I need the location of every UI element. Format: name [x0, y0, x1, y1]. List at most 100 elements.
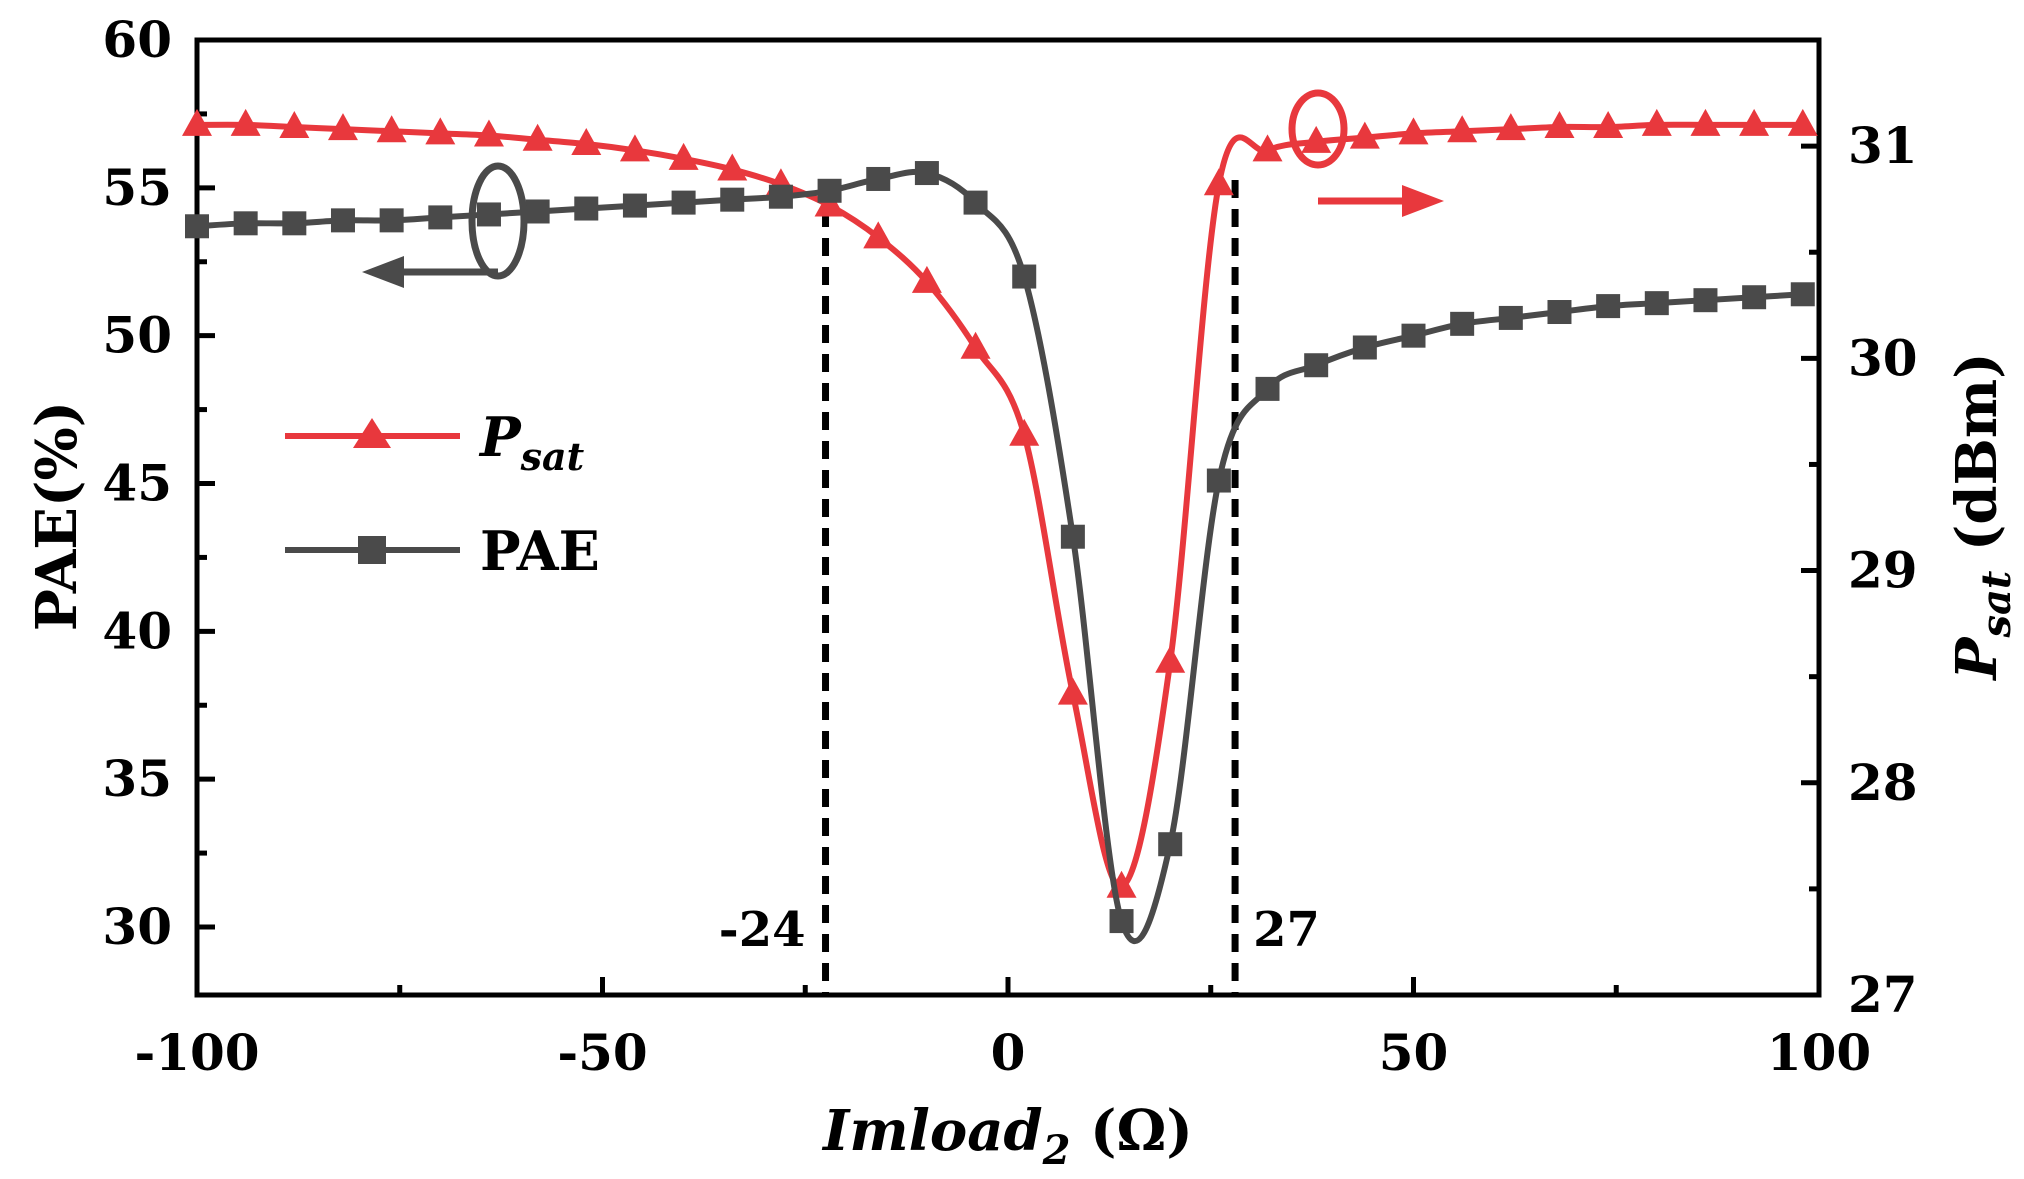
- pae-data-point: [720, 187, 745, 212]
- psat-data-point: [619, 134, 650, 162]
- pae-indicator-arrowhead: [362, 256, 404, 288]
- psat-data-point: [1252, 134, 1283, 162]
- pae-indicator-ellipse: [468, 162, 528, 280]
- x-tick-label: 0: [991, 1023, 1026, 1082]
- pae-data-point: [476, 202, 501, 227]
- psat-data-point: [668, 142, 699, 170]
- pae-data-point: [574, 196, 599, 221]
- x-tick-label: 50: [1379, 1023, 1449, 1082]
- x-axis-title: Imload2 (Ω): [821, 1098, 1193, 1174]
- psat-data-point: [1593, 111, 1624, 139]
- pae-data-point: [1352, 335, 1377, 360]
- y-left-tick-label: 50: [102, 306, 172, 365]
- pae-data-point: [963, 190, 988, 215]
- legend-psat-marker: [353, 418, 391, 448]
- psat-data-point: [960, 331, 991, 359]
- y-left-tick-label: 60: [102, 10, 172, 69]
- pae-data-point: [282, 211, 307, 236]
- psat-data-point: [911, 265, 942, 293]
- pae-data-point: [428, 205, 453, 230]
- legend-psat-main: P: [478, 405, 522, 469]
- pae-data-point: [1498, 305, 1523, 330]
- y-right-axis-title-main: P: [1944, 636, 2010, 682]
- series-layer: [182, 108, 1818, 945]
- legend-psat-sub: sat: [520, 434, 585, 479]
- reference-line-label: -24: [719, 902, 806, 958]
- y-right-tick-label: 29: [1848, 541, 1918, 600]
- y-right-tick-label: 28: [1848, 753, 1918, 812]
- pae-data-point: [1644, 291, 1669, 316]
- psat-data-point: [1690, 108, 1721, 136]
- psat-data-point: [1544, 111, 1575, 139]
- psat-data-point: [327, 113, 358, 141]
- pae-data-point: [1060, 524, 1085, 549]
- y-right-axis-title-unit: (dBm): [1944, 352, 2010, 570]
- y-left-tick-label: 35: [102, 749, 172, 808]
- psat-data-point: [182, 108, 212, 136]
- psat-data-point: [863, 221, 894, 249]
- psat-data-point: [717, 153, 748, 181]
- x-axis-title-main: Imload: [821, 1098, 1043, 1164]
- pae-axis-indicator: [362, 162, 528, 288]
- psat-data-point: [1009, 418, 1040, 446]
- psat-data-point: [1203, 168, 1234, 196]
- psat-data-point: [814, 189, 845, 217]
- psat-data-point: [1495, 113, 1526, 141]
- reference-lines: -24 27: [719, 180, 1320, 995]
- psat-data-point: [376, 115, 407, 143]
- legend-psat-label: Psat: [478, 405, 585, 479]
- y-left-tick-label: 45: [102, 453, 172, 512]
- y-left-tick-label: 30: [102, 897, 172, 956]
- psat-data-point: [279, 111, 310, 139]
- pae-data-point: [768, 184, 793, 209]
- y-right-tick-label: 27: [1848, 965, 1918, 1024]
- x-tick-label: 100: [1767, 1023, 1871, 1082]
- pae-data-point: [1693, 288, 1718, 313]
- psat-data-point: [1155, 645, 1186, 673]
- pae-data-point: [1109, 909, 1134, 934]
- pae-data-point: [1596, 294, 1621, 319]
- pae-data-point: [1547, 300, 1572, 325]
- psat-data-point: [1398, 117, 1429, 145]
- pae-series-line: [196, 168, 1803, 945]
- pae-data-point: [233, 211, 258, 236]
- pae-data-point: [1158, 832, 1183, 857]
- pae-data-point: [379, 208, 404, 233]
- x-axis-ticks: -100 -50 0 50 100: [134, 977, 1871, 1082]
- legend-pae-marker: [358, 536, 386, 564]
- psat-data-point: [571, 127, 602, 155]
- y-left-axis-title: PAE(%): [24, 401, 90, 631]
- pae-data-point: [914, 161, 939, 186]
- pae-data-point: [1742, 285, 1767, 310]
- pae-data-point: [525, 199, 550, 224]
- pae-data-point: [1206, 468, 1231, 493]
- psat-data-point: [1787, 108, 1818, 136]
- x-axis-title-unit: (Ω): [1071, 1098, 1193, 1164]
- pae-data-point: [1450, 311, 1475, 336]
- pae-data-point: [1304, 353, 1329, 378]
- pae-data-point: [1401, 323, 1426, 348]
- y-left-tick-label: 40: [102, 601, 172, 660]
- psat-data-point: [425, 117, 456, 145]
- pae-data-point: [1790, 282, 1815, 307]
- psat-data-point: [1301, 125, 1332, 153]
- legend-pae-label: PAE: [480, 519, 600, 583]
- psat-data-point: [522, 123, 553, 151]
- y-right-axis-title-sub: sat: [1973, 570, 2020, 638]
- psat-data-point: [1349, 121, 1380, 149]
- psat-indicator-arrowhead: [1402, 185, 1444, 217]
- y-left-tick-label: 55: [102, 158, 172, 217]
- pae-data-point: [671, 190, 696, 215]
- pae-data-point: [817, 178, 842, 203]
- pae-data-point: [1255, 376, 1280, 401]
- psat-axis-indicator: [1288, 89, 1444, 217]
- x-tick-label: -100: [134, 1023, 259, 1082]
- psat-data-point: [1447, 115, 1478, 143]
- pae-data-point: [622, 193, 647, 218]
- x-axis-title-sub: 2: [1042, 1127, 1071, 1174]
- pae-data-point: [330, 208, 355, 233]
- plot-frame: [194, 37, 1822, 998]
- pae-data-point: [866, 166, 891, 191]
- psat-data-point: [1641, 108, 1672, 136]
